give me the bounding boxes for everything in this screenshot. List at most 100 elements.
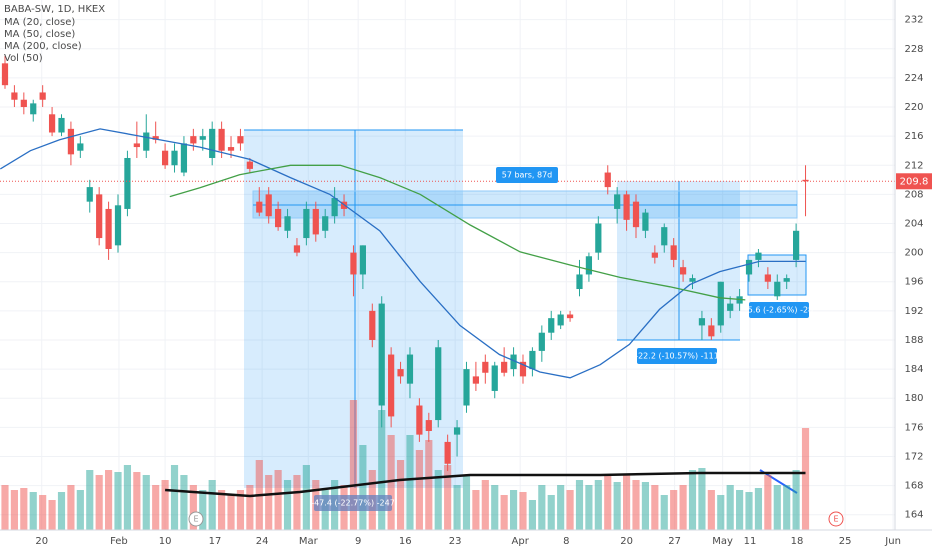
candle-body bbox=[180, 143, 188, 173]
candle-body bbox=[755, 252, 762, 260]
candle-body bbox=[793, 230, 800, 260]
y-tick-label: 168 bbox=[904, 481, 923, 492]
volume-bar bbox=[283, 480, 292, 530]
volume-bar bbox=[123, 465, 132, 530]
volume-bar bbox=[726, 485, 734, 530]
candle-body bbox=[30, 103, 37, 115]
volume-bar bbox=[538, 485, 546, 530]
candle-body bbox=[58, 117, 65, 133]
candle-body bbox=[312, 208, 319, 235]
volume-bar bbox=[57, 492, 66, 530]
candle-body bbox=[774, 281, 781, 297]
annotations: 57 bars, 87d -22.2 (-10.57%) -111 -5.6 (-2… bbox=[188, 167, 844, 527]
candle-body bbox=[661, 227, 668, 246]
x-tick-label: 27 bbox=[668, 536, 681, 547]
volume-bar bbox=[736, 490, 744, 530]
y-tick-label: 196 bbox=[904, 277, 923, 288]
candle-body bbox=[77, 143, 84, 151]
candle-body bbox=[689, 278, 696, 282]
volume-bar bbox=[76, 490, 84, 530]
volume-bar bbox=[613, 482, 621, 530]
candle-body bbox=[482, 361, 489, 373]
indicator-lines bbox=[0, 128, 895, 498]
volume-bar bbox=[199, 490, 207, 530]
volume-bar bbox=[293, 475, 301, 530]
y-tick-label: 184 bbox=[904, 364, 923, 375]
event-marker bbox=[828, 511, 844, 527]
event-label: E bbox=[833, 515, 838, 524]
candle-body bbox=[566, 314, 574, 319]
x-tick-label: 16 bbox=[399, 536, 412, 547]
candle-body bbox=[86, 187, 93, 202]
y-tick-label: 228 bbox=[904, 44, 923, 55]
volume-bar bbox=[509, 490, 518, 530]
indicator-line bbox=[169, 164, 746, 301]
volume-bar bbox=[161, 480, 169, 530]
y-tick-label: 164 bbox=[904, 510, 923, 521]
y-tick-label: 172 bbox=[904, 451, 923, 462]
candle-body bbox=[802, 179, 809, 182]
candle-body bbox=[651, 252, 658, 258]
candle-body bbox=[1, 63, 9, 86]
volume-bar bbox=[236, 490, 245, 530]
annotation-label: 57 bars, 87d bbox=[502, 171, 553, 180]
candle-body bbox=[275, 208, 282, 228]
y-tick-label: 224 bbox=[904, 73, 923, 84]
x-tick-label: 20 bbox=[620, 536, 633, 547]
x-tick-label: 9 bbox=[355, 536, 361, 547]
candle-body bbox=[670, 245, 677, 260]
candle-body bbox=[557, 314, 564, 326]
candle-body bbox=[435, 347, 442, 421]
candle-body bbox=[698, 318, 706, 326]
volume-bar bbox=[698, 468, 706, 530]
candle-body bbox=[378, 303, 385, 406]
candle-body bbox=[425, 420, 432, 431]
volume-bar bbox=[95, 475, 103, 530]
volume-bar bbox=[208, 480, 216, 530]
candle-body bbox=[67, 128, 75, 155]
candles bbox=[1, 56, 809, 472]
volume-bar bbox=[792, 470, 800, 530]
volume-bar bbox=[349, 400, 358, 530]
candle-body bbox=[369, 310, 376, 340]
candle-body bbox=[124, 157, 131, 209]
volume-bar bbox=[378, 410, 386, 530]
candle-body bbox=[397, 369, 404, 377]
candle-body bbox=[783, 278, 790, 282]
candle-body bbox=[293, 245, 301, 253]
volume-bar bbox=[500, 495, 508, 530]
candle-body bbox=[510, 354, 517, 370]
candle-body bbox=[745, 259, 753, 275]
volume-bar bbox=[444, 465, 452, 530]
candle-body bbox=[642, 212, 649, 231]
annotation-label: -5.6 (-2.65%) -28 bbox=[745, 306, 813, 315]
x-tick-label: 18 bbox=[791, 536, 804, 547]
candle-body bbox=[538, 332, 545, 351]
y-tick-label: 212 bbox=[904, 160, 923, 171]
volume-bar bbox=[246, 485, 254, 530]
indicator-line bbox=[0, 128, 806, 379]
volume-bar bbox=[48, 500, 56, 530]
candle-body bbox=[322, 216, 329, 231]
volume-bar bbox=[359, 445, 367, 530]
chart-title: BABA-SW, 1D, HKEX bbox=[4, 4, 105, 15]
volume-bar bbox=[425, 440, 433, 530]
x-tick-label: May bbox=[712, 536, 733, 547]
y-tick-label: 216 bbox=[904, 131, 923, 142]
candle-body bbox=[199, 136, 206, 140]
volume-bar bbox=[67, 485, 75, 530]
annotation-bg bbox=[637, 348, 717, 364]
candle-body bbox=[359, 245, 366, 275]
x-tick-label: 23 bbox=[449, 536, 462, 547]
candle-body bbox=[708, 325, 715, 337]
volume-bar bbox=[491, 485, 499, 530]
volume-bar bbox=[566, 490, 574, 530]
y-tick-label: 176 bbox=[904, 422, 923, 433]
volume-bar bbox=[670, 490, 678, 530]
volume-bar bbox=[265, 475, 273, 530]
candle-body bbox=[171, 150, 178, 166]
candle-body bbox=[161, 150, 169, 166]
volume-bar bbox=[783, 485, 791, 530]
volume-bar bbox=[29, 492, 37, 530]
